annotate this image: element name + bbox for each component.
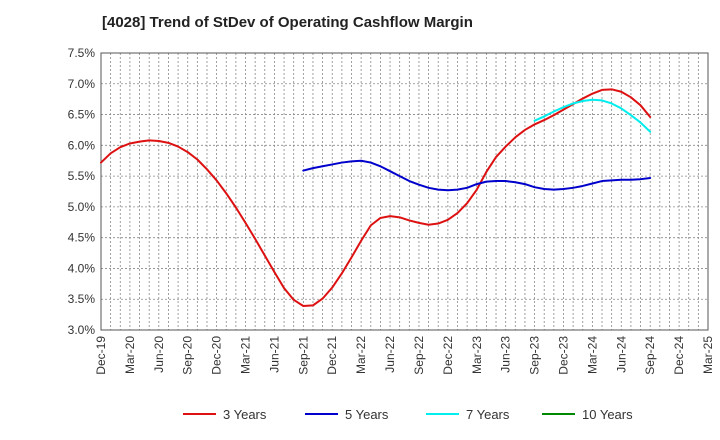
x-tick-label: Mar-21 <box>239 336 253 374</box>
plot-area <box>101 53 708 330</box>
y-tick-label: 7.0% <box>68 77 96 91</box>
y-tick-label: 4.5% <box>68 231 96 245</box>
x-tick-label: Mar-24 <box>585 336 599 374</box>
x-axis: Dec-19 Mar-20 Jun-20 Sep-20 Dec-20 Mar-21 Jun-… <box>94 336 715 375</box>
y-tick-label: 4.0% <box>68 261 96 275</box>
plot-frame <box>100 52 709 331</box>
legend: 3 Years 5 Years 7 Years 10 Years <box>183 407 633 422</box>
legend-label: 10 Years <box>582 407 633 422</box>
legend-label: 5 Years <box>345 407 389 422</box>
y-axis: 7.5% 7.0% 6.5% 6.0% 5.5% 5.0% 4.5% 4.0% 3.5% 3.0% <box>68 46 96 337</box>
legend-label: 7 Years <box>466 407 510 422</box>
x-tick-label: Dec-23 <box>556 336 570 375</box>
y-tick-label: 6.5% <box>68 108 96 122</box>
legend-item: 10 Years <box>542 407 633 422</box>
x-tick-label: Mar-22 <box>354 336 368 374</box>
legend-item: 5 Years <box>305 407 389 422</box>
x-tick-label: Sep-24 <box>643 336 657 375</box>
series-line-7-years <box>533 98 652 133</box>
y-tick-label: 3.5% <box>68 292 96 306</box>
y-tick-label: 7.5% <box>68 46 96 60</box>
x-tick-label: Sep-21 <box>296 336 310 375</box>
x-tick-label: Jun-22 <box>383 336 397 373</box>
y-tick-label: 6.0% <box>68 138 96 152</box>
x-tick-label: Mar-20 <box>123 336 137 374</box>
legend-item: 7 Years <box>426 407 510 422</box>
x-tick-label: Dec-19 <box>94 336 108 375</box>
series-line-5-years <box>302 159 652 192</box>
legend-item: 3 Years <box>183 407 267 422</box>
y-tick-label: 5.5% <box>68 169 96 183</box>
series-line-3-years <box>100 88 652 307</box>
x-tick-label: Dec-22 <box>441 336 455 375</box>
y-tick-label: 5.0% <box>68 200 96 214</box>
x-tick-label: Sep-23 <box>528 336 542 375</box>
grid-lines <box>101 53 708 330</box>
x-tick-label: Jun-24 <box>614 336 628 373</box>
x-tick-label: Mar-23 <box>470 336 484 374</box>
x-tick-label: Jun-20 <box>152 336 166 373</box>
x-tick-label: Dec-20 <box>210 336 224 375</box>
y-tick-label: 3.0% <box>68 323 96 337</box>
series-lines <box>100 88 652 307</box>
x-tick-label: Dec-24 <box>672 336 686 375</box>
x-tick-label: Jun-21 <box>267 336 281 373</box>
chart-title: [4028] Trend of StDev of Operating Cashf… <box>102 14 473 31</box>
x-tick-label: Sep-22 <box>412 336 426 375</box>
x-tick-label: Mar-25 <box>701 336 715 374</box>
x-tick-label: Sep-20 <box>181 336 195 375</box>
x-tick-label: Jun-23 <box>499 336 513 373</box>
legend-label: 3 Years <box>223 407 267 422</box>
x-tick-label: Dec-21 <box>325 336 339 375</box>
